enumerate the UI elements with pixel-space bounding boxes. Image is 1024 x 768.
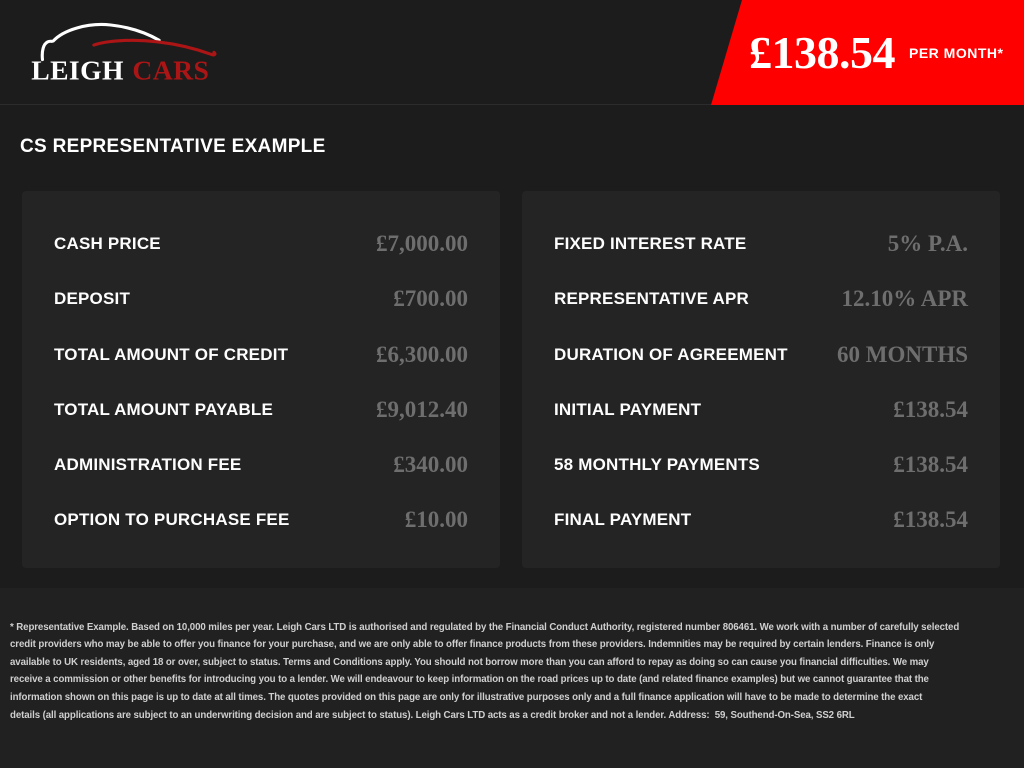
svg-text:LEIGH: LEIGH [31, 54, 124, 85]
svg-text:CARS: CARS [132, 54, 209, 85]
